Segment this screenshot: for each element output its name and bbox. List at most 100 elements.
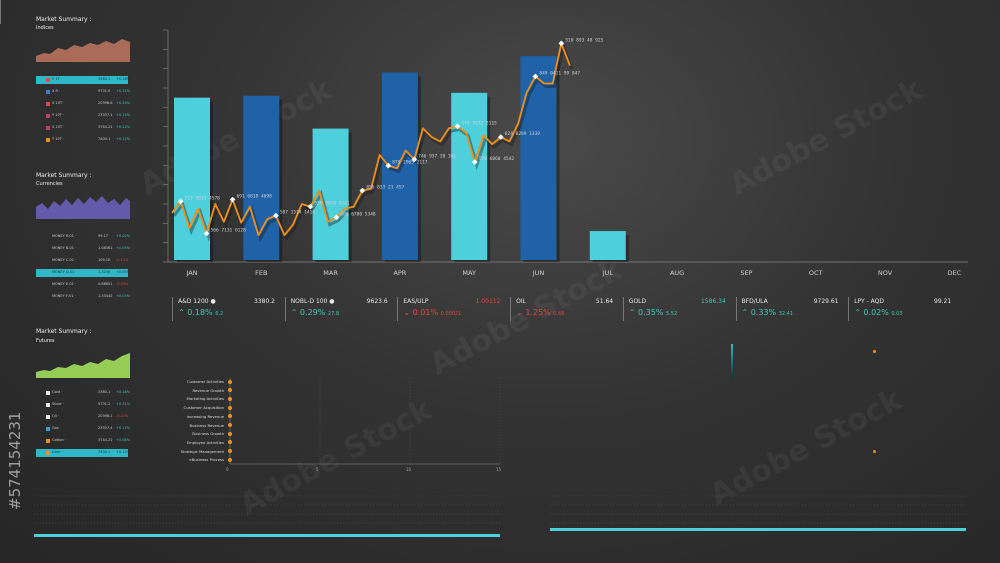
row-change: +0.21% xyxy=(116,89,131,93)
row-change: +0.12% xyxy=(116,137,131,141)
hbar-axis-tick: 5 xyxy=(316,467,319,472)
row-change: +0.03% xyxy=(116,294,131,298)
hbar-label: eBusiness Process xyxy=(189,457,224,463)
hbar-label: Employee Activities xyxy=(186,439,224,445)
row-name: Y 10T · xyxy=(52,113,65,117)
row-change: +0.05% xyxy=(116,246,131,250)
row-value: 23337.1 xyxy=(98,113,113,117)
hbar-axis-tick: 0 xyxy=(226,467,229,472)
row-change: -0.04% xyxy=(116,282,129,286)
color-swatch xyxy=(46,439,50,443)
line-point xyxy=(454,123,461,130)
ticker-name: OIL xyxy=(516,298,526,305)
panel-title: Market Summary : xyxy=(36,16,92,23)
row-change: +0.18% xyxy=(116,77,131,81)
row-value: 1.33442 xyxy=(98,294,113,298)
line-point xyxy=(333,214,340,221)
hbar-dot xyxy=(228,449,232,454)
row-change: -0.11% xyxy=(116,258,129,262)
row-change: +0.12% xyxy=(116,450,131,454)
ticker-value: 51.64 xyxy=(595,298,614,305)
bar xyxy=(174,97,210,261)
color-swatch xyxy=(46,451,50,455)
hbar-dot xyxy=(228,440,232,445)
hbar-dot xyxy=(228,414,232,419)
list-row: MONEY D-01 · 1.3230 +0.09% xyxy=(36,269,131,277)
line-point xyxy=(359,187,366,194)
month-label: AUG xyxy=(669,269,685,277)
row-value: 9731.2 xyxy=(98,402,111,406)
list-row: T 10T · 7400.1 +0.12% xyxy=(36,136,131,144)
point-label: 587 1514 1410 xyxy=(280,210,316,216)
point-label: 691 6818 4698 xyxy=(237,194,273,200)
month-label: APR xyxy=(393,269,407,277)
point-label: 746 937 20 381 xyxy=(418,153,456,159)
row-value: 1.3230 xyxy=(98,270,111,274)
futures-mini-chart xyxy=(36,353,130,378)
point-label: 849 0411 99 847 xyxy=(539,70,580,76)
hbar-label: Business Revenue xyxy=(189,422,225,428)
ticker-cell: BFD/ULA 9729.61 ⌃ 0.33% 32.41 xyxy=(735,297,845,321)
signal-bar xyxy=(731,344,733,378)
ticker-name: GOLD xyxy=(628,298,647,305)
row-value: 3744.21 xyxy=(98,438,113,442)
month-label: JUL xyxy=(602,269,613,277)
list-row: X R · 9731.0 +0.21% xyxy=(36,88,131,96)
ticker-subvalue: 0.66 xyxy=(553,311,565,317)
color-swatch xyxy=(46,391,50,395)
month-label: JUN xyxy=(532,269,545,277)
color-swatch xyxy=(46,415,50,419)
row-value: 7400.1 xyxy=(98,450,111,454)
row-name: MONEY C-01 · xyxy=(52,258,77,262)
row-value: 0.66851 xyxy=(98,282,113,286)
month-label: OCT xyxy=(808,269,823,277)
hbar-label: Revenue Growth xyxy=(192,387,225,393)
list-row: Silver · 9731.2 +0.31% xyxy=(36,401,131,409)
list-row: Corn · 7400.1 +0.12% xyxy=(36,449,131,457)
month-label: JAN xyxy=(186,269,198,277)
ticker-value: 9623.6 xyxy=(366,298,388,305)
hbar-label: Customer Activities xyxy=(187,379,224,384)
progress-bar-left xyxy=(34,534,500,537)
hbar-label: Marketing Activities xyxy=(186,396,224,402)
month-label: NOV xyxy=(877,269,893,277)
row-value: 3380.1 xyxy=(98,77,111,81)
point-label: 550 8010 9251 xyxy=(314,201,350,207)
row-name: X 10T · xyxy=(52,125,65,129)
point-label: 570 6060 4542 xyxy=(479,156,515,162)
row-name: MONEY B-01 · xyxy=(52,246,77,250)
hbar-dot xyxy=(228,379,232,384)
row-change: +0.31% xyxy=(116,402,131,406)
hbar-label: Business Growth xyxy=(192,431,224,437)
list-row: Y 10T · 23337.1 +0.15% xyxy=(36,112,131,120)
row-name: S 1T · xyxy=(52,77,62,81)
line-point xyxy=(229,196,236,203)
row-change: +0.15% xyxy=(116,113,131,117)
row-value: 23337.4 xyxy=(98,426,113,430)
hbar-label: Customer Acquisition xyxy=(183,405,224,411)
panel-title: Market Summary : xyxy=(36,328,92,335)
ticker-name: EAS/ULP xyxy=(403,298,429,305)
list-row: MONEY E-01 · 0.66851 -0.04% xyxy=(36,281,128,289)
row-change: +0.08% xyxy=(116,438,131,442)
row-name: Silver · xyxy=(52,402,65,406)
progress-bar-right xyxy=(550,528,966,531)
row-name: MONEY F-01 · xyxy=(52,294,76,298)
ticker-cell: A&D 1200 ● 3380.2 ⌃ 0.18% 6.2 xyxy=(172,297,281,321)
line-point xyxy=(532,73,539,80)
line-point xyxy=(272,212,279,219)
ticker-end-divider xyxy=(0,0,1000,24)
indices-mini-chart xyxy=(36,39,130,62)
row-name: MONEY E-01 · xyxy=(52,282,77,286)
line-point xyxy=(471,159,478,165)
ticker-subvalue: 6.2 xyxy=(215,311,224,317)
row-change: +0.09% xyxy=(116,270,131,274)
ticker-value: 3380.2 xyxy=(254,298,275,305)
ticker-change: ⌄ 0.01% 0.00021 xyxy=(403,308,462,317)
main-chart: 723 9933 4578 566 7131 6128 691 6818 4698 5… xyxy=(163,29,968,263)
color-swatch xyxy=(46,126,50,130)
row-value: 3380.1 xyxy=(98,390,111,394)
line-point xyxy=(558,40,565,47)
row-change: +0.34% xyxy=(116,101,131,105)
hbar-dot xyxy=(228,388,232,393)
